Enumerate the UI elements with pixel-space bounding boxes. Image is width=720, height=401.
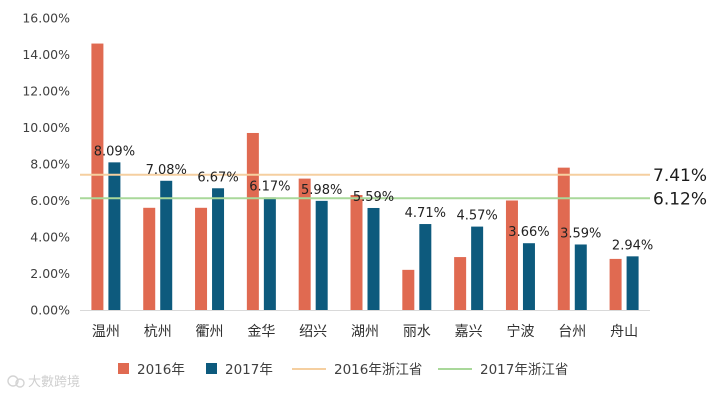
data-label: 4.57%: [456, 209, 497, 224]
x-tick-label: 绍兴: [299, 324, 327, 340]
watermark-logo-icon: [7, 375, 25, 388]
bar-s2016-7: [454, 257, 467, 310]
reference-line-layer: 7.41% 6.12%: [80, 166, 707, 209]
bar-s2016-6: [402, 269, 415, 310]
y-tick-label: 2.00%: [30, 266, 70, 281]
data-label: 5.59%: [353, 190, 394, 205]
x-tick-label: 嘉兴: [455, 324, 483, 340]
reference-line-label: 6.12%: [653, 189, 707, 209]
bar-s2017-5: [367, 207, 380, 310]
bar-s2016-2: [195, 207, 208, 310]
y-tick-label: 12.00%: [22, 84, 70, 99]
bar-s2017-7: [471, 226, 484, 310]
x-tick-label: 湖州: [351, 324, 379, 340]
bar-s2017-9: [574, 244, 587, 310]
legend-label-2: 2016年浙江省: [334, 362, 422, 378]
data-label: 7.08%: [146, 163, 187, 178]
y-tick-label: 8.00%: [30, 157, 70, 172]
legend: 2016年 2017年 2016年浙江省 2017年浙江省: [118, 362, 568, 378]
bar-layer: [91, 43, 639, 311]
bar-s2017-3: [263, 197, 276, 310]
x-tick-label: 杭州: [144, 324, 172, 340]
bar-s2016-5: [350, 195, 363, 310]
y-tick-label: 0.00%: [30, 303, 70, 318]
data-label: 5.98%: [301, 183, 342, 198]
axis-layer: 0.00% 2.00% 4.00% 6.00% 8.00% 10.00% 12.00% 14.…: [22, 11, 650, 340]
y-tick-label: 4.00%: [30, 230, 70, 245]
watermark-text: 大數跨境: [28, 375, 80, 390]
y-tick-label: 10.00%: [22, 120, 70, 135]
bar-s2016-10: [609, 258, 622, 310]
x-tick-label: 衢州: [196, 323, 224, 340]
bar-s2017-1: [160, 180, 173, 310]
bar-s2017-0: [108, 162, 121, 310]
x-tick-label: 金华: [247, 324, 275, 340]
x-tick-label: 台州: [558, 324, 586, 340]
data-label: 6.17%: [249, 179, 290, 194]
legend-label-0: 2016年: [137, 362, 185, 378]
bar-s2016-8: [505, 200, 518, 310]
data-label: 2.94%: [612, 238, 653, 253]
bar-s2016-0: [91, 43, 104, 311]
x-tick-label: 宁波: [506, 323, 534, 340]
bar-s2016-4: [298, 178, 311, 310]
data-label: 3.66%: [508, 225, 549, 240]
data-label: 3.59%: [560, 226, 601, 241]
y-tick-label: 14.00%: [22, 47, 70, 62]
y-tick-label: 16.00%: [22, 11, 70, 26]
bar-s2017-4: [315, 200, 328, 310]
legend-label-3: 2017年浙江省: [480, 362, 568, 378]
legend-label-1: 2017年: [225, 362, 273, 378]
bar-s2016-3: [246, 132, 259, 310]
data-label: 4.71%: [405, 206, 446, 221]
bar-s2017-8: [522, 243, 535, 310]
x-tick-label: 舟山: [610, 324, 638, 340]
bar-s2017-2: [212, 188, 225, 310]
x-tick-label: 丽水: [403, 324, 431, 340]
data-label-layer: 8.09% 7.08% 6.67% 6.17% 5.98% 5.59% 4.71% 4.57%…: [94, 144, 653, 253]
data-label: 8.09%: [94, 144, 135, 159]
bar-s2017-10: [626, 256, 639, 310]
data-label: 6.67%: [197, 170, 238, 185]
bar-s2016-1: [143, 207, 156, 310]
reference-line-label: 7.41%: [653, 166, 707, 186]
bar-s2016-9: [557, 167, 570, 310]
watermark: 大數跨境: [7, 375, 80, 390]
legend-swatch-1: [206, 363, 217, 374]
y-tick-label: 6.00%: [30, 193, 70, 208]
legend-swatch-0: [118, 363, 129, 374]
x-tick-label: 温州: [92, 324, 120, 340]
bar-s2017-6: [419, 224, 432, 310]
